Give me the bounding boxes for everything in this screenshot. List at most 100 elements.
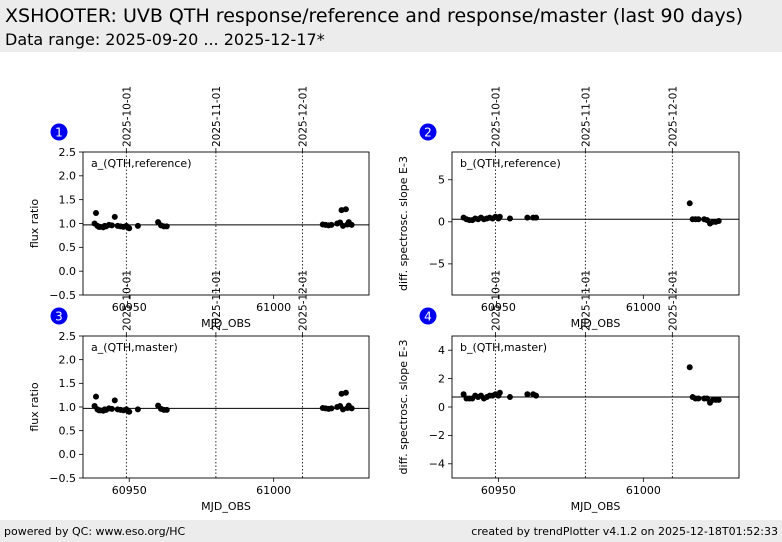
- plot4-panel-label: b_(QTH,master): [460, 341, 547, 354]
- plot4-badge-circle: [419, 307, 437, 325]
- plot2-y-tick-label: −5: [429, 258, 445, 271]
- plot1-badge-number: 1: [55, 126, 63, 140]
- plot3-date-label: 2025-11-01: [211, 270, 223, 331]
- plot1-y-tick-label: 0.0: [59, 265, 77, 278]
- plot3-data-point: [328, 405, 335, 412]
- plot1-data-point: [126, 225, 133, 232]
- plot3-date-label: 2025-10-01: [121, 270, 133, 331]
- plot4-y-axis-label: diff. spectrosc. slope E-3: [397, 340, 410, 475]
- plot3-y-tick-label: 1.5: [59, 377, 77, 390]
- plot4-x-tick-label: 61000: [626, 484, 661, 497]
- plot3-data-point: [342, 389, 349, 396]
- page-title: XSHOOTER: UVB QTH response/reference and…: [5, 5, 743, 27]
- plot2-data-point: [686, 200, 693, 207]
- plot2-date-label: 2025-11-01: [580, 86, 592, 147]
- plot3-y-tick-label: −0.5: [49, 472, 76, 485]
- plot1-x-tick-label: 61000: [256, 301, 291, 314]
- plot3-panel-label: a_(QTH,master): [91, 341, 178, 354]
- plot1-x-axis-label: MJD_OBS: [201, 317, 251, 330]
- plot1-badge-circle: [50, 123, 68, 141]
- plot4-axes-frame: [451, 335, 740, 479]
- plot1-data-point: [93, 210, 99, 217]
- plot1-data-point: [163, 223, 170, 230]
- plot1-y-tick-label: 2.0: [59, 170, 77, 183]
- plot1-y-tick-label: 2.5: [59, 146, 77, 159]
- plot3-data-point: [93, 393, 99, 400]
- plot3-y-tick-label: 2.0: [59, 353, 77, 366]
- plot2-badge-number: 2: [424, 126, 432, 140]
- plot2-badge-circle: [419, 123, 437, 141]
- plot4-x-tick-label: 60950: [481, 484, 516, 497]
- plot2-x-tick-label: 61000: [626, 301, 661, 314]
- plot1-y-axis-label: flux ratio: [28, 199, 41, 249]
- plot1-x-tick-label: 60950: [112, 301, 147, 314]
- plot3-data-point: [134, 406, 141, 413]
- plot4-y-tick-label: −2: [429, 429, 445, 442]
- plot3-axes-frame: [82, 335, 370, 479]
- plot4-data-point: [460, 391, 467, 398]
- plot4-date-label: 2025-10-01: [490, 270, 502, 331]
- plot1-y-tick-label: −0.5: [49, 289, 76, 302]
- plot4-data-point: [496, 389, 503, 396]
- plot4-data-point: [715, 396, 722, 403]
- plot2-y-axis-label: diff. spectrosc. slope E-3: [397, 156, 410, 291]
- plot1-axes-frame: [82, 151, 370, 296]
- plot4-date-label: 2025-12-01: [667, 270, 679, 331]
- plot1-date-label: 2025-12-01: [298, 86, 310, 147]
- plot3-data-point: [348, 405, 355, 412]
- plot3-badge-number: 3: [55, 310, 63, 324]
- plot1-data-point: [348, 221, 355, 228]
- plot4-x-axis-label: MJD_OBS: [571, 500, 621, 513]
- plot3-date-label: 2025-12-01: [298, 270, 310, 331]
- plot2-data-point: [506, 215, 513, 222]
- plot2-panel-label: b_(QTH,reference): [460, 157, 561, 170]
- plot1-data-point: [328, 221, 335, 228]
- footer-bar: powered by QC: www.eso.org/HC created by…: [0, 520, 782, 542]
- plot3-x-tick-label: 60950: [112, 484, 147, 497]
- plot3-y-tick-label: 1.0: [59, 401, 77, 414]
- plot2-x-axis-label: MJD_OBS: [571, 317, 621, 330]
- plot3-data-point: [163, 406, 170, 413]
- header-bar: XSHOOTER: UVB QTH response/reference and…: [0, 0, 782, 52]
- plot2-data-point: [715, 217, 722, 224]
- plot4-data-point: [524, 391, 531, 398]
- plot4-data-point: [704, 395, 711, 402]
- plot2-data-point: [496, 213, 503, 220]
- plot3-data-point: [126, 408, 133, 415]
- plot4-data-point: [695, 395, 702, 402]
- plot2-date-label: 2025-12-01: [667, 86, 679, 147]
- plot3-y-axis-label: flux ratio: [28, 382, 41, 432]
- plot4-badge-number: 4: [424, 310, 432, 324]
- plot3-data-point: [111, 397, 118, 404]
- plot3-badge-circle: [50, 307, 68, 325]
- plot4-data-point: [533, 392, 540, 399]
- plot4-y-tick-label: −4: [429, 458, 445, 471]
- plot1-y-tick-label: 1.0: [59, 217, 77, 230]
- plot1-panel-label: a_(QTH,reference): [91, 157, 192, 170]
- plot1-y-tick-label: 0.5: [59, 241, 77, 254]
- plot1-data-point: [134, 222, 141, 229]
- plot2-data-point: [695, 216, 702, 223]
- plot1-data-point: [342, 206, 349, 213]
- plot3-x-axis-label: MJD_OBS: [201, 500, 251, 513]
- plot4-y-tick-label: 0: [438, 401, 445, 414]
- plot2-date-label: 2025-10-01: [490, 86, 502, 147]
- plot3-y-tick-label: 0.5: [59, 424, 77, 437]
- plot4-date-label: 2025-11-01: [580, 270, 592, 331]
- plot3-y-tick-label: 2.5: [59, 330, 77, 343]
- plot4-y-tick-label: 4: [438, 344, 445, 357]
- plot4-data-point: [686, 364, 693, 371]
- chart-grid: 2025-10-01 2025-11-01 2025-12-01 −0.5 0.0 0.5…: [28, 86, 740, 513]
- plot4-y-tick-label: 2: [438, 372, 445, 385]
- plot2-data-point: [533, 214, 540, 221]
- plot3-data-point: [108, 405, 115, 412]
- plot1-y-tick-label: 1.5: [59, 193, 77, 206]
- plot3-y-tick-label: 0.0: [59, 448, 77, 461]
- plot1-data-point: [108, 222, 115, 229]
- plot1-date-label: 2025-10-01: [121, 86, 133, 147]
- plot1-date-label: 2025-11-01: [211, 86, 223, 147]
- plot2-axes-frame: [451, 151, 740, 296]
- data-range-subtitle: Data range: 2025-09-20 ... 2025-12-17*: [5, 30, 325, 49]
- plot4-data-point: [506, 394, 513, 401]
- plot3-x-tick-label: 61000: [256, 484, 291, 497]
